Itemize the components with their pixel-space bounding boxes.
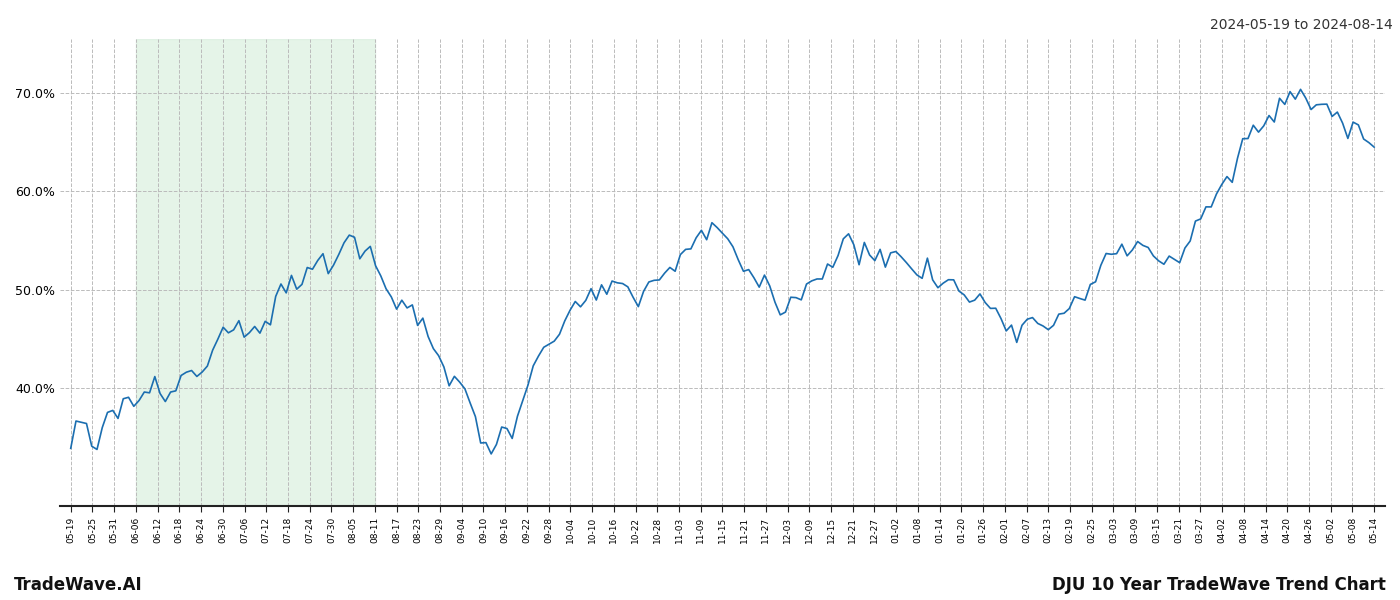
Bar — [136, 39, 375, 506]
Text: TradeWave.AI: TradeWave.AI — [14, 576, 143, 594]
Text: 2024-05-19 to 2024-08-14: 2024-05-19 to 2024-08-14 — [1210, 18, 1393, 32]
Text: DJU 10 Year TradeWave Trend Chart: DJU 10 Year TradeWave Trend Chart — [1053, 576, 1386, 594]
